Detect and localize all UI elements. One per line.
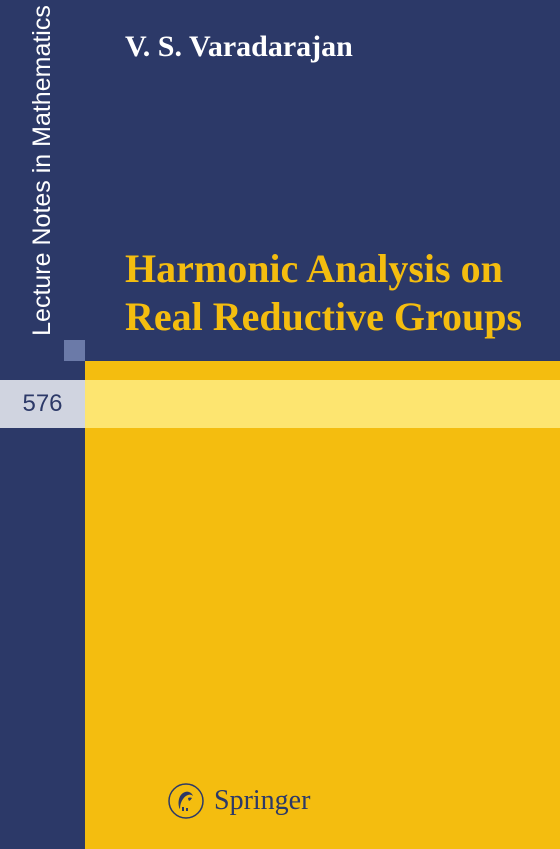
- light-yellow-band: [85, 380, 560, 428]
- author-name: V. S. Varadarajan: [125, 30, 353, 64]
- title-line-1: Harmonic Analysis on: [125, 245, 522, 293]
- yellow-body: [85, 428, 560, 849]
- yellow-gap: [85, 361, 560, 380]
- title-line-2: Real Reductive Groups: [125, 293, 522, 341]
- book-title: Harmonic Analysis on Real Reductive Grou…: [125, 245, 522, 341]
- publisher-block: Springer: [168, 783, 310, 819]
- volume-number: 576: [22, 390, 62, 418]
- book-cover: Lecture Notes in Mathematics 576 V. S. V…: [0, 0, 560, 849]
- series-label-container: Lecture Notes in Mathematics: [0, 0, 85, 340]
- series-name: Lecture Notes in Mathematics: [28, 5, 57, 336]
- springer-logo-icon: [168, 783, 204, 819]
- spine-accent-square: [64, 340, 85, 361]
- publisher-name: Springer: [214, 785, 310, 817]
- volume-number-band: 576: [0, 380, 85, 428]
